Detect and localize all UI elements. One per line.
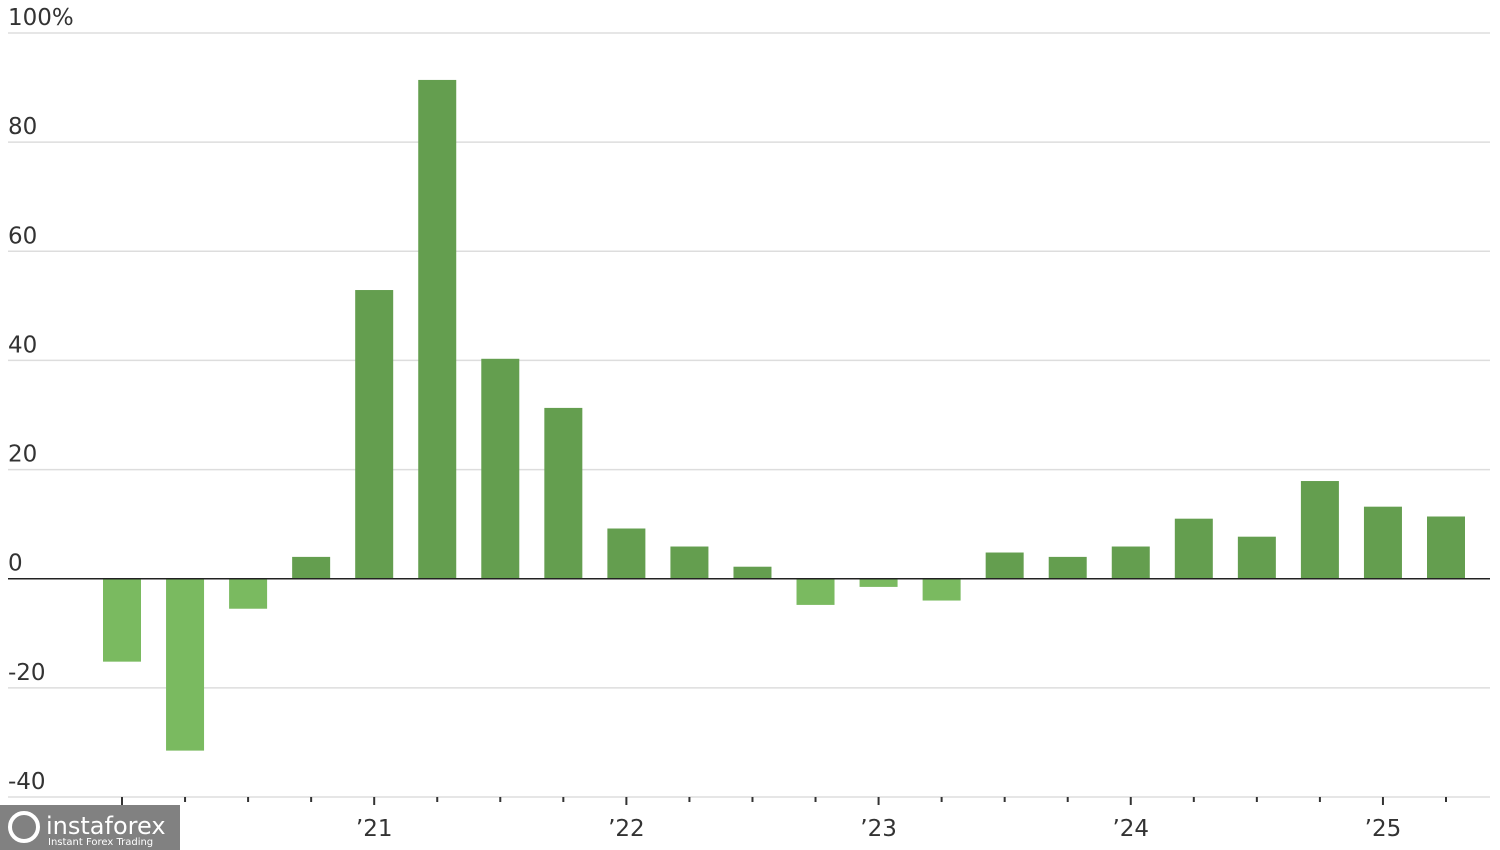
watermark-brand: instaforex	[46, 812, 166, 840]
bar	[1300, 481, 1339, 579]
bar	[418, 79, 457, 579]
bar	[607, 528, 646, 579]
bar	[1048, 556, 1087, 579]
bar	[103, 578, 141, 662]
x-tick-label: ’24	[1112, 816, 1149, 842]
bar	[1174, 518, 1213, 579]
bar	[292, 556, 331, 579]
x-tick-label: ’21	[356, 816, 393, 842]
bar	[355, 290, 394, 579]
bar	[1363, 506, 1402, 579]
y-tick-label: 100%	[8, 5, 74, 31]
bar	[733, 566, 772, 579]
bar	[166, 578, 205, 751]
y-tick-label: 80	[8, 114, 37, 140]
watermark: instaforex Instant Forex Trading	[0, 805, 180, 850]
y-tick-label: -20	[8, 660, 46, 686]
bar	[985, 552, 1024, 579]
bar	[481, 358, 520, 579]
bar	[229, 578, 268, 609]
y-tick-label: 40	[8, 332, 37, 358]
bar	[670, 546, 709, 579]
bar	[544, 407, 583, 579]
bar	[1111, 546, 1150, 579]
x-tick-label: ’25	[1365, 816, 1402, 842]
bar	[1427, 516, 1465, 579]
y-tick-label: -40	[8, 769, 46, 795]
watermark-tagline: Instant Forex Trading	[48, 837, 153, 848]
bar	[922, 578, 961, 601]
y-tick-label: 20	[8, 442, 37, 468]
bar	[859, 578, 898, 587]
y-tick-label: 0	[8, 551, 23, 577]
bar	[1237, 536, 1276, 579]
x-tick-label: ’23	[860, 816, 897, 842]
watermark-logo	[8, 811, 40, 843]
x-tick-label: ’22	[608, 816, 645, 842]
y-tick-label: 60	[8, 223, 37, 249]
bar	[796, 578, 835, 605]
